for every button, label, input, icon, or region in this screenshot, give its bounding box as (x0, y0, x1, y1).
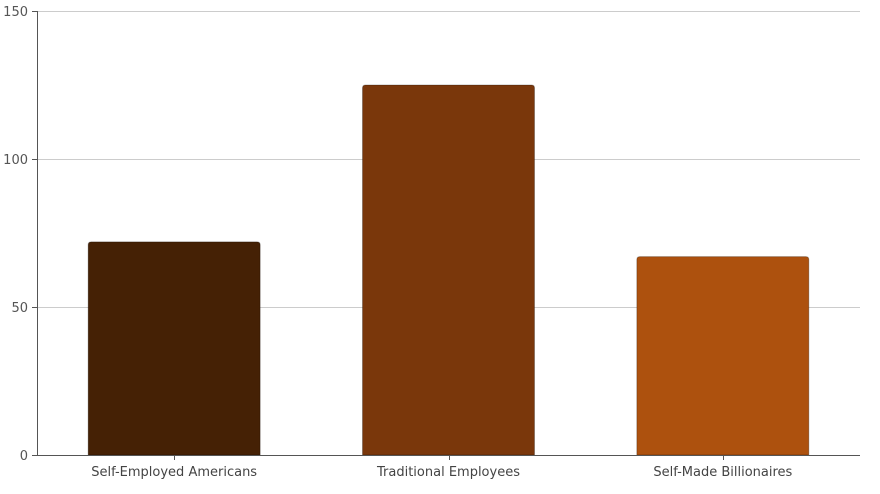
y-tick-label: 100 (3, 153, 28, 168)
axis-labels: 0 50 100 150 Self-Employed Americans Traditio… (3, 5, 792, 480)
x-tick-label: Traditional Employees (376, 465, 520, 480)
bars (87, 84, 810, 456)
axes (32, 11, 860, 460)
x-tick-label: Self-Made Billionaires (653, 465, 792, 480)
bar (87, 241, 261, 456)
bar (636, 256, 810, 456)
y-tick-label: 0 (20, 449, 28, 464)
y-tick-label: 50 (11, 301, 28, 316)
y-tick-label: 150 (3, 5, 28, 20)
bar (362, 84, 535, 456)
x-tick-label: Self-Employed Americans (91, 465, 257, 480)
